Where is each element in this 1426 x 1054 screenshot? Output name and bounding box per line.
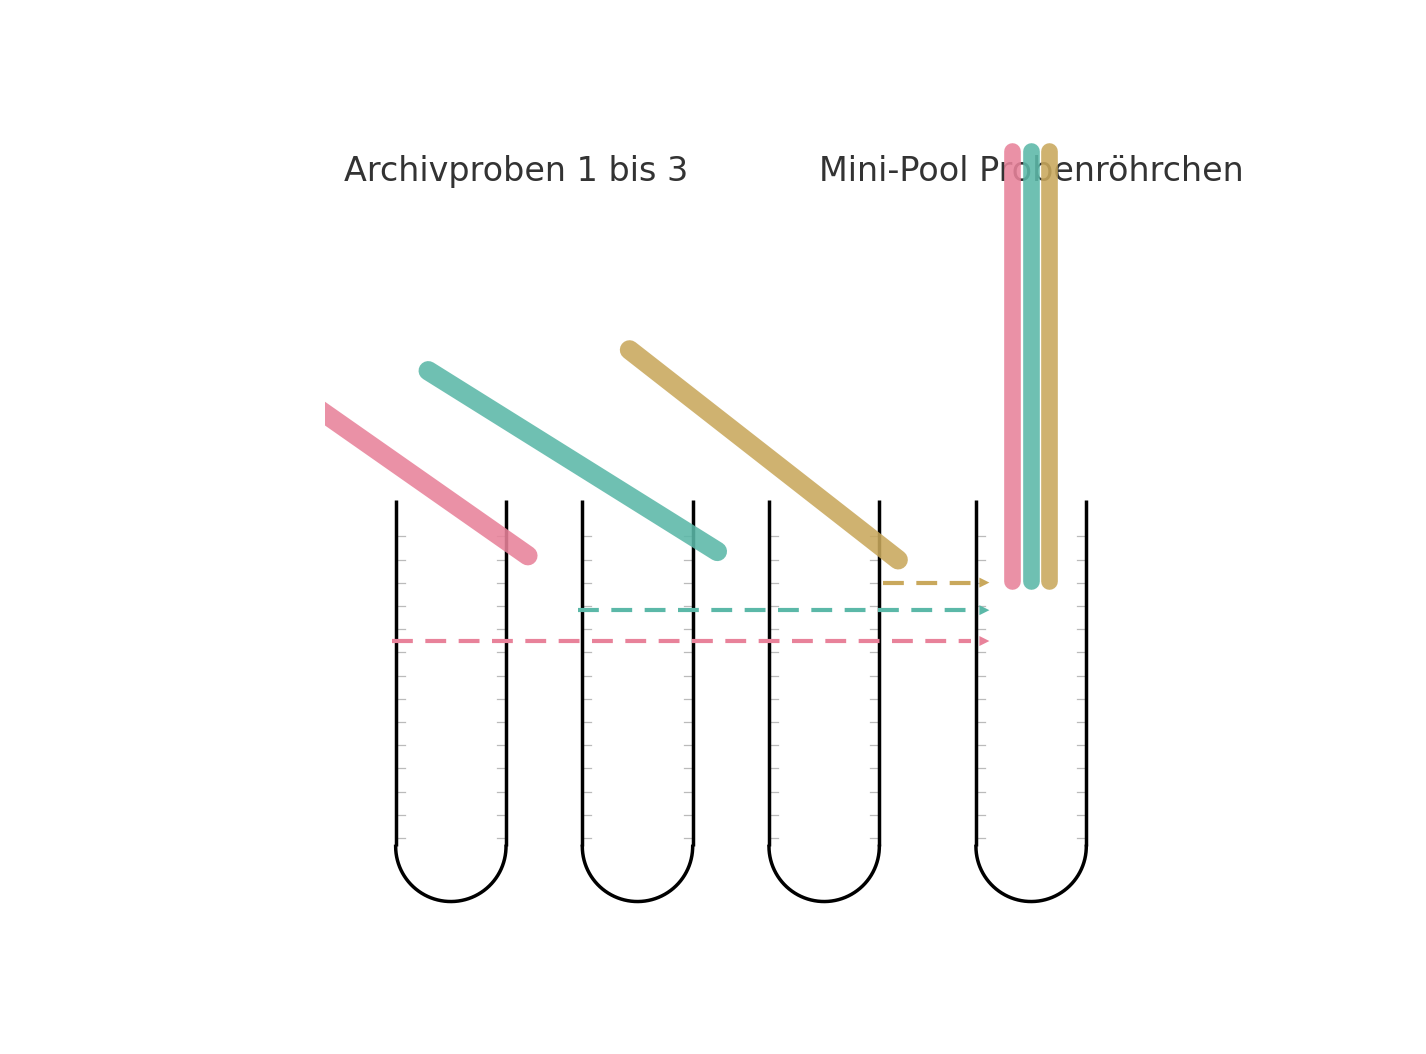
Text: Archivproben 1 bis 3: Archivproben 1 bis 3 xyxy=(344,155,687,188)
Text: Mini-Pool Probenröhrchen: Mini-Pool Probenröhrchen xyxy=(819,155,1243,188)
